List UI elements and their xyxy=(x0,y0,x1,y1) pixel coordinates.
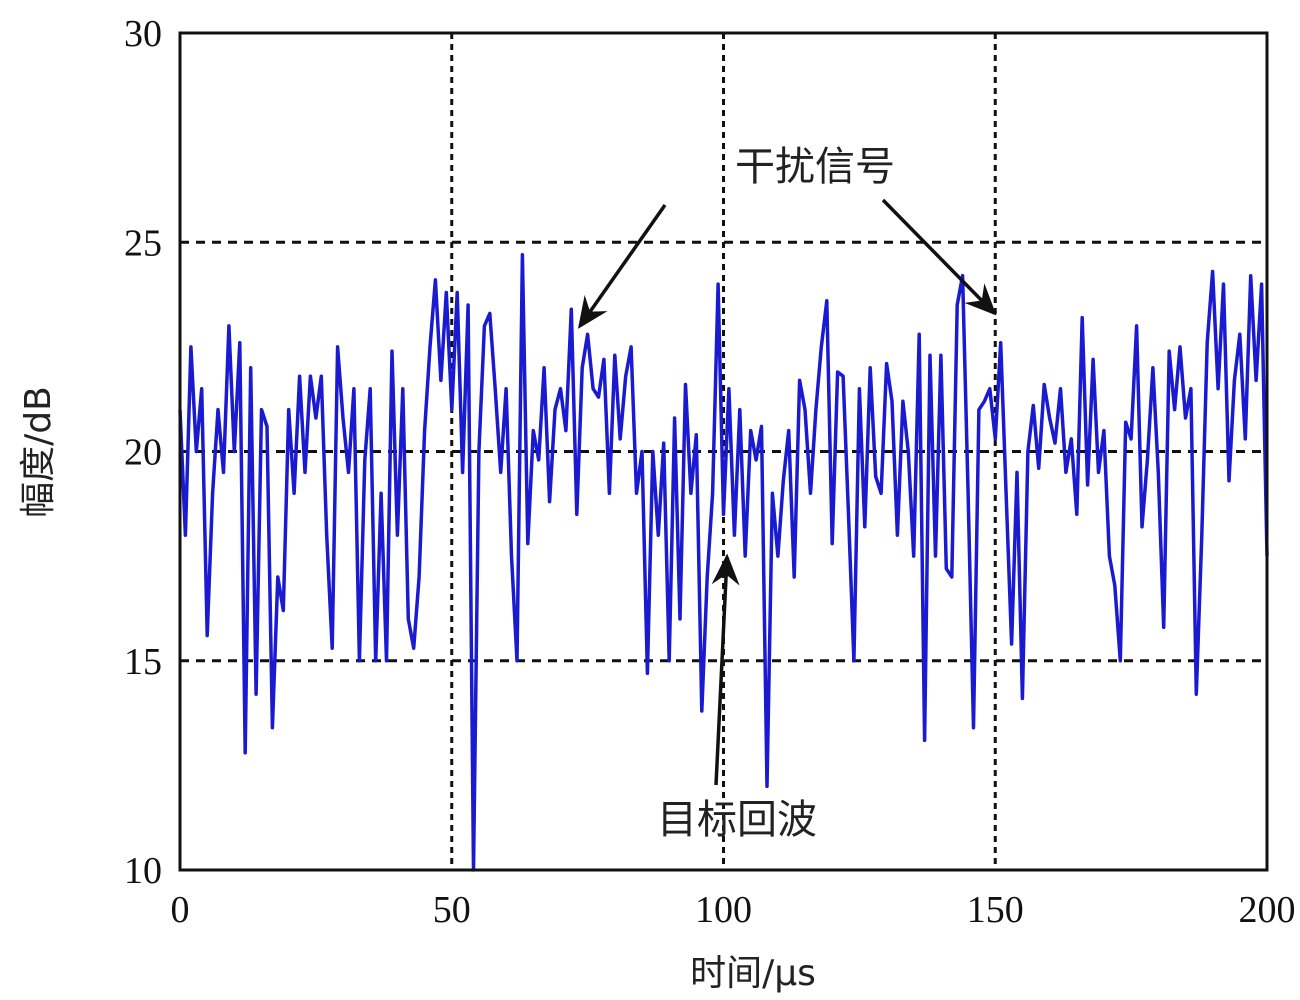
series xyxy=(178,253,1269,872)
y-axis-label: 幅度/dB xyxy=(18,386,59,518)
ticks: 10 15 20 25 30 0 50 100 150 200 xyxy=(124,13,1296,931)
arrow-interference-1 xyxy=(577,203,667,329)
plot-border xyxy=(178,31,1269,872)
arrow-interference-2 xyxy=(881,198,997,316)
annotation-interference: 干扰信号 xyxy=(735,144,895,190)
x-axis-label: 时间/μs xyxy=(690,953,816,994)
annotation-target-echo: 目标回波 xyxy=(657,797,817,843)
y-tick-label: 25 xyxy=(124,222,162,264)
y-tick-label: 10 xyxy=(124,850,162,892)
x-tick-label: 200 xyxy=(1239,889,1296,931)
x-tick-label: 150 xyxy=(967,889,1024,931)
y-tick-label: 30 xyxy=(124,13,162,55)
series-line xyxy=(178,253,1269,872)
arrow-target-echo xyxy=(711,553,740,786)
y-tick-label: 20 xyxy=(124,432,162,474)
y-tick-label: 15 xyxy=(124,641,162,683)
x-tick-label: 0 xyxy=(171,889,190,931)
x-tick-label: 50 xyxy=(433,889,471,931)
x-tick-label: 100 xyxy=(695,889,752,931)
